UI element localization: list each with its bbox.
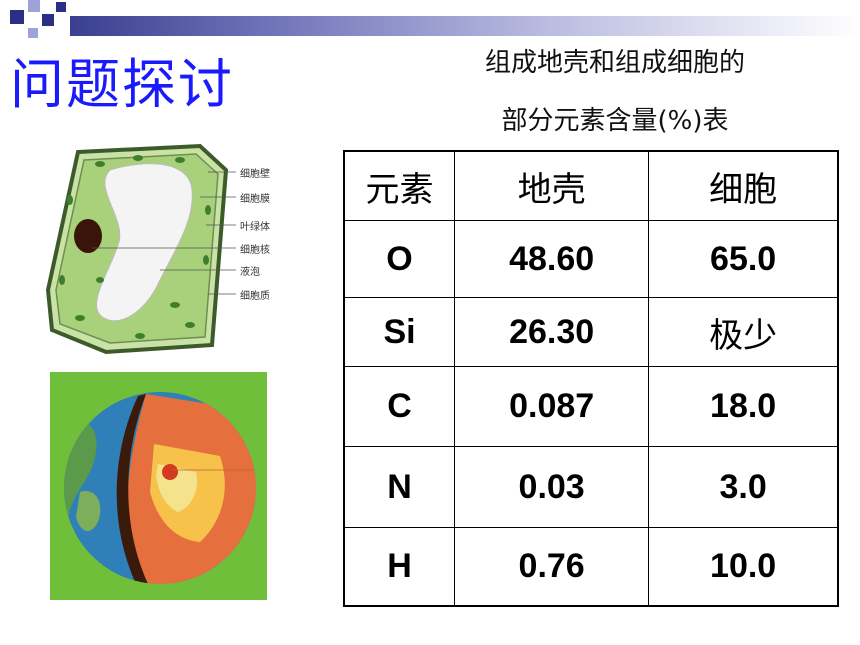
- cell-element: H: [343, 527, 455, 606]
- cell-label-membrane: 细胞膜: [240, 194, 270, 205]
- decor-square: [56, 2, 66, 12]
- header-element: 元素: [343, 150, 455, 221]
- slide-title: 问题探讨: [10, 53, 234, 116]
- cell-crust-value: 0.087: [453, 366, 650, 447]
- table-row: H 0.76 10.0: [343, 527, 839, 606]
- earth-center: [162, 464, 178, 480]
- table-caption-line-2: 部分元素含量(%)表: [501, 106, 729, 136]
- element-content-table: 元素 地壳 细胞 O 48.60 65.0 Si 26.30 极少 C 0.08…: [343, 150, 839, 607]
- header-cell: 细胞: [648, 150, 839, 221]
- nucleus-shape: [74, 219, 102, 253]
- cell-cell-value: 3.0: [648, 446, 839, 528]
- table-caption-line-1: 组成地壳和组成细胞的: [484, 48, 745, 78]
- decor-square: [28, 28, 38, 38]
- cell-cell-value: 18.0: [648, 366, 839, 447]
- decor-square: [10, 10, 24, 24]
- header-gradient-bar: [70, 16, 860, 36]
- cell-label-vacuole: 液泡: [240, 267, 260, 278]
- cell-element: N: [343, 446, 455, 528]
- cell-crust-value: 48.60: [453, 220, 650, 298]
- cell-element: C: [343, 366, 455, 447]
- cell-cell-value: 10.0: [648, 527, 839, 606]
- plant-cell-diagram: 细胞壁 细胞膜 叶绿体 细胞核 液泡 细胞质: [40, 140, 310, 365]
- cell-crust-value: 26.30: [453, 297, 650, 367]
- earth-crust-edge: [116, 394, 148, 584]
- decor-square: [42, 14, 54, 26]
- table-row: O 48.60 65.0: [343, 220, 839, 298]
- cell-crust-value: 0.03: [453, 446, 650, 528]
- cell-cell-value: 极少: [648, 297, 839, 367]
- cell-label-wall: 细胞壁: [240, 169, 270, 180]
- earth-cutaway-diagram: [50, 372, 267, 600]
- cell-cell-value: 65.0: [648, 220, 839, 298]
- header-decoration: [0, 0, 860, 40]
- table-row: N 0.03 3.0: [343, 446, 839, 528]
- table-header-row: 元素 地壳 细胞: [343, 150, 839, 221]
- header-crust: 地壳: [453, 150, 650, 221]
- decor-square: [28, 0, 40, 12]
- cell-label-chloroplast: 叶绿体: [240, 222, 270, 233]
- vacuole-shape: [95, 163, 193, 322]
- cell-label-cytoplasm: 细胞质: [240, 291, 270, 302]
- cell-element: O: [343, 220, 455, 298]
- table-row: Si 26.30 极少: [343, 297, 839, 367]
- table-row: C 0.087 18.0: [343, 366, 839, 447]
- cell-element: Si: [343, 297, 455, 367]
- cell-label-nucleus: 细胞核: [240, 245, 270, 256]
- cell-crust-value: 0.76: [453, 527, 650, 606]
